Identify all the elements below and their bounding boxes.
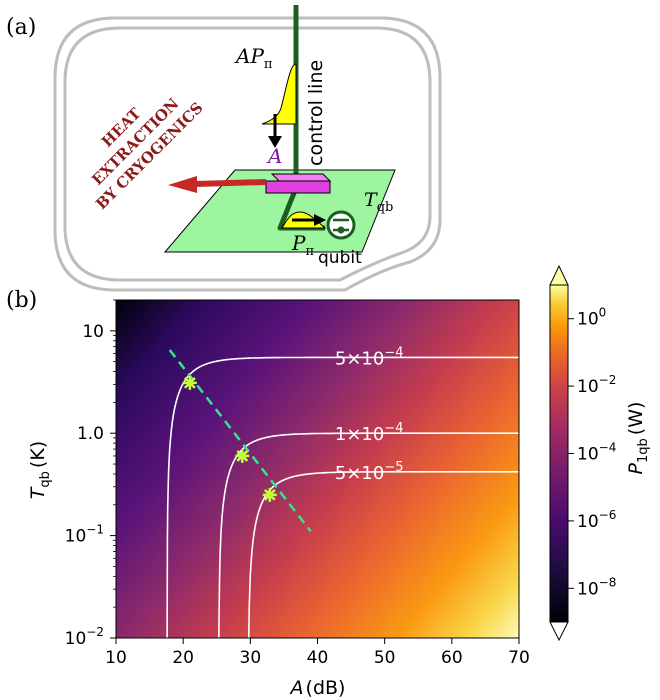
- panel-label-a: (a): [6, 15, 36, 40]
- colorbar-label: P1qb(W): [625, 402, 651, 475]
- heat-arrow: [194, 179, 267, 187]
- bottom-pulse-arrowhead: [314, 214, 326, 226]
- heat-arrowhead: [168, 176, 197, 193]
- contour-label: 1×10−4: [335, 421, 404, 445]
- attenuator-label: A: [266, 144, 282, 168]
- x-tick-label: 10: [105, 648, 127, 668]
- x-tick-label: 60: [441, 648, 463, 668]
- contour-line: [247, 471, 519, 638]
- heatmap-area: [116, 300, 519, 638]
- contour-lines: [166, 356, 519, 638]
- bottom-pulse-label: Pπ: [291, 231, 314, 259]
- x-tick-label: 30: [240, 648, 262, 668]
- attenuator-top: [270, 173, 332, 182]
- x-axis-ticks: 10 20 30 40 50 60 70: [105, 638, 530, 668]
- optimal-line-group: [168, 349, 312, 533]
- x-axis-label: A (dB): [289, 677, 346, 699]
- colorbar-tick-label: 100: [577, 306, 606, 330]
- top-pulse-arrowhead: [268, 136, 282, 148]
- schematic-panel: APπ control line A HEAT EXTRACTION BY CR…: [53, 5, 442, 292]
- x-tick-label: 40: [307, 648, 329, 668]
- attenuator-block: [265, 180, 331, 194]
- x-tick-label: 50: [374, 648, 396, 668]
- qubit-label: qubit: [318, 248, 362, 268]
- colorbar-ticks: 100 10−2 10−4 10−6 10−8: [568, 306, 616, 599]
- colorbar-gradient: [549, 284, 569, 623]
- colorbar-tick-label: 10−6: [577, 508, 616, 532]
- contour-label: 5×10−5: [335, 460, 404, 484]
- colorbar-tick-label: 10−4: [577, 441, 616, 465]
- x-tick-label: 70: [508, 648, 530, 668]
- contour-line: [218, 432, 519, 638]
- contour-line: [166, 356, 519, 638]
- y-tick-label: 1.0: [77, 424, 104, 444]
- optimal-point-marker: [236, 450, 249, 462]
- heatmap-panel: 5×10−41×10−45×10−5 10 20 30 40 50 60 70 101.01…: [27, 299, 530, 699]
- x-tick-label: 20: [172, 648, 194, 668]
- y-axis-label: Tqb(K): [27, 441, 53, 499]
- y-tick-label: 10−1: [65, 523, 104, 547]
- temperature-label: Tqb: [364, 189, 393, 215]
- heat-label: HEAT EXTRACTION BY CRYOGENICS: [88, 94, 206, 213]
- panel-label-b: (b): [6, 288, 37, 313]
- qubit-icon-dot: [337, 226, 345, 234]
- control-line-label: control line: [305, 60, 327, 166]
- colorbar-top-extend: [549, 264, 569, 286]
- colorbar: 100 10−2 10−4 10−6 10−8 P1qb(W): [549, 264, 651, 642]
- y-tick-label: 10: [82, 322, 104, 342]
- contour-label: 5×10−4: [335, 345, 404, 369]
- top-pulse-label: APπ: [234, 44, 273, 72]
- y-tick-label: 10−2: [65, 625, 104, 649]
- colorbar-bottom-extend: [549, 621, 569, 642]
- top-pulse: [261, 63, 297, 125]
- qubit-icon: [326, 210, 356, 240]
- optimal-point-marker: [263, 488, 276, 501]
- colorbar-tick-label: 10−8: [577, 575, 616, 599]
- y-axis-ticks: 10 1.0 10−1 10−2: [65, 299, 116, 649]
- colorbar-tick-label: 10−2: [577, 373, 616, 397]
- optimal-point-marker: [183, 377, 196, 389]
- contour-labels: 5×10−4 1×10−4 5×10−5: [335, 345, 404, 484]
